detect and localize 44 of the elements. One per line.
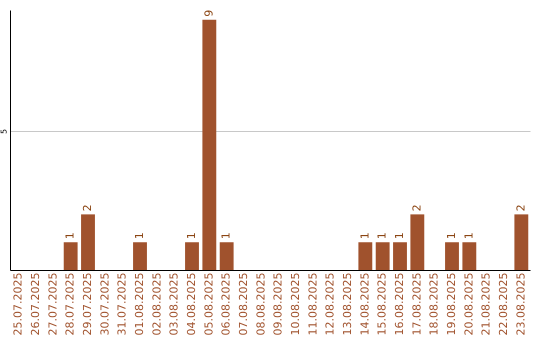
x-tick-label: 08.08.2025 — [254, 272, 268, 336]
data-label: 1 — [64, 232, 77, 240]
x-tick-label: 25.07.2025 — [12, 272, 25, 336]
x-tick-label: 06.08.2025 — [220, 272, 233, 336]
data-label: 1 — [445, 232, 458, 240]
data-label: 2 — [410, 204, 424, 212]
x-tick-label: 07.08.2025 — [237, 272, 250, 336]
data-label: 1 — [185, 232, 198, 240]
x-tick-label: 19.08.2025 — [445, 272, 458, 336]
x-tick-label: 29.07.2025 — [81, 272, 94, 336]
x-tick-label: 20.08.2025 — [462, 272, 476, 336]
x-tick-label: 15.08.2025 — [376, 272, 389, 336]
x-tick-label: 10.08.2025 — [289, 272, 302, 336]
x-tick-label: 28.07.2025 — [64, 272, 77, 336]
x-tick-label: 05.08.2025 — [202, 272, 216, 336]
data-label: 1 — [358, 232, 372, 240]
x-tick-label: 03.08.2025 — [168, 272, 181, 336]
x-tick-label: 12.08.2025 — [324, 272, 337, 336]
data-label: 2 — [81, 204, 94, 212]
x-tick-label: 30.07.2025 — [98, 272, 112, 336]
data-label: 1 — [393, 232, 406, 240]
x-tick-label: 01.08.2025 — [133, 272, 146, 336]
x-tick-label: 23.08.2025 — [514, 272, 528, 336]
x-tick-label: 17.08.2025 — [410, 272, 424, 336]
x-tick-label: 22.08.2025 — [497, 272, 510, 336]
data-label: 1 — [462, 232, 476, 240]
x-tick-label: 09.08.2025 — [272, 272, 285, 336]
x-tick-label: 21.08.2025 — [480, 272, 493, 336]
x-tick-label: 11.08.2025 — [306, 272, 320, 336]
x-tick-label: 16.08.2025 — [393, 272, 406, 336]
x-tick-label: 18.08.2025 — [428, 272, 441, 336]
x-tick-label: 04.08.2025 — [185, 272, 198, 336]
data-label: 1 — [133, 232, 146, 240]
data-label: 1 — [376, 232, 389, 240]
data-label: 9 — [202, 10, 216, 17]
x-tick-label: 31.07.2025 — [116, 272, 129, 336]
x-tick-label: 14.08.2025 — [358, 272, 372, 336]
data-label: 2 — [514, 204, 528, 212]
y-tick-label: 5 — [0, 128, 8, 134]
x-tick-label: 02.08.2025 — [150, 272, 164, 336]
x-tick-label: 26.07.2025 — [29, 272, 42, 336]
x-tick-label: 27.07.2025 — [46, 272, 60, 336]
x-tick-label: 13.08.2025 — [341, 272, 354, 336]
data-label: 1 — [220, 232, 233, 240]
